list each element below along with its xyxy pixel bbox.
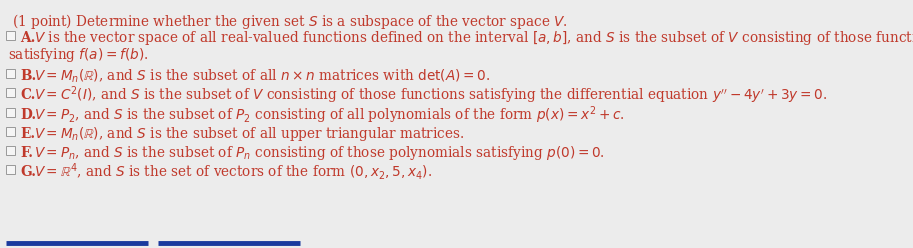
Text: $V$ is the vector space of all real-valued functions defined on the interval $[a: $V$ is the vector space of all real-valu… <box>34 29 913 47</box>
Text: $V = \mathbb{R}^4$, and $S$ is the set of vectors of the form $(0, x_2, 5, x_4)$: $V = \mathbb{R}^4$, and $S$ is the set o… <box>34 161 432 183</box>
Text: $V = M_n(\mathbb{R})$, and $S$ is the subset of all $n \times n$ matrices with $: $V = M_n(\mathbb{R})$, and $S$ is the su… <box>34 67 490 85</box>
Text: A.: A. <box>20 31 36 45</box>
Text: satisfying $f(a) = f(b)$.: satisfying $f(a) = f(b)$. <box>8 46 149 64</box>
Text: B.: B. <box>20 69 37 83</box>
Text: G.: G. <box>20 165 36 179</box>
Text: $V = P_2$, and $S$ is the subset of $P_2$ consisting of all polynomials of the f: $V = P_2$, and $S$ is the subset of $P_2… <box>34 104 624 126</box>
Text: D.: D. <box>20 108 37 122</box>
Text: E.: E. <box>20 127 35 141</box>
Text: (1 point) Determine whether the given set $S$ is a subspace of the vector space : (1 point) Determine whether the given se… <box>12 12 568 31</box>
Text: $V = M_n(\mathbb{R})$, and $S$ is the subset of all upper triangular matrices.: $V = M_n(\mathbb{R})$, and $S$ is the su… <box>34 125 465 143</box>
Bar <box>6 165 15 174</box>
Bar <box>6 108 15 117</box>
Bar <box>6 69 15 78</box>
Text: C.: C. <box>20 88 36 102</box>
Bar <box>6 88 15 97</box>
Bar <box>6 31 15 40</box>
Text: $V = P_n$, and $S$ is the subset of $P_n$ consisting of those polynomials satisf: $V = P_n$, and $S$ is the subset of $P_n… <box>34 144 604 162</box>
Text: F.: F. <box>20 146 33 160</box>
Bar <box>6 146 15 155</box>
Bar <box>6 127 15 136</box>
Text: $V = C^2(I)$, and $S$ is the subset of $V$ consisting of those functions satisfy: $V = C^2(I)$, and $S$ is the subset of $… <box>34 84 827 106</box>
